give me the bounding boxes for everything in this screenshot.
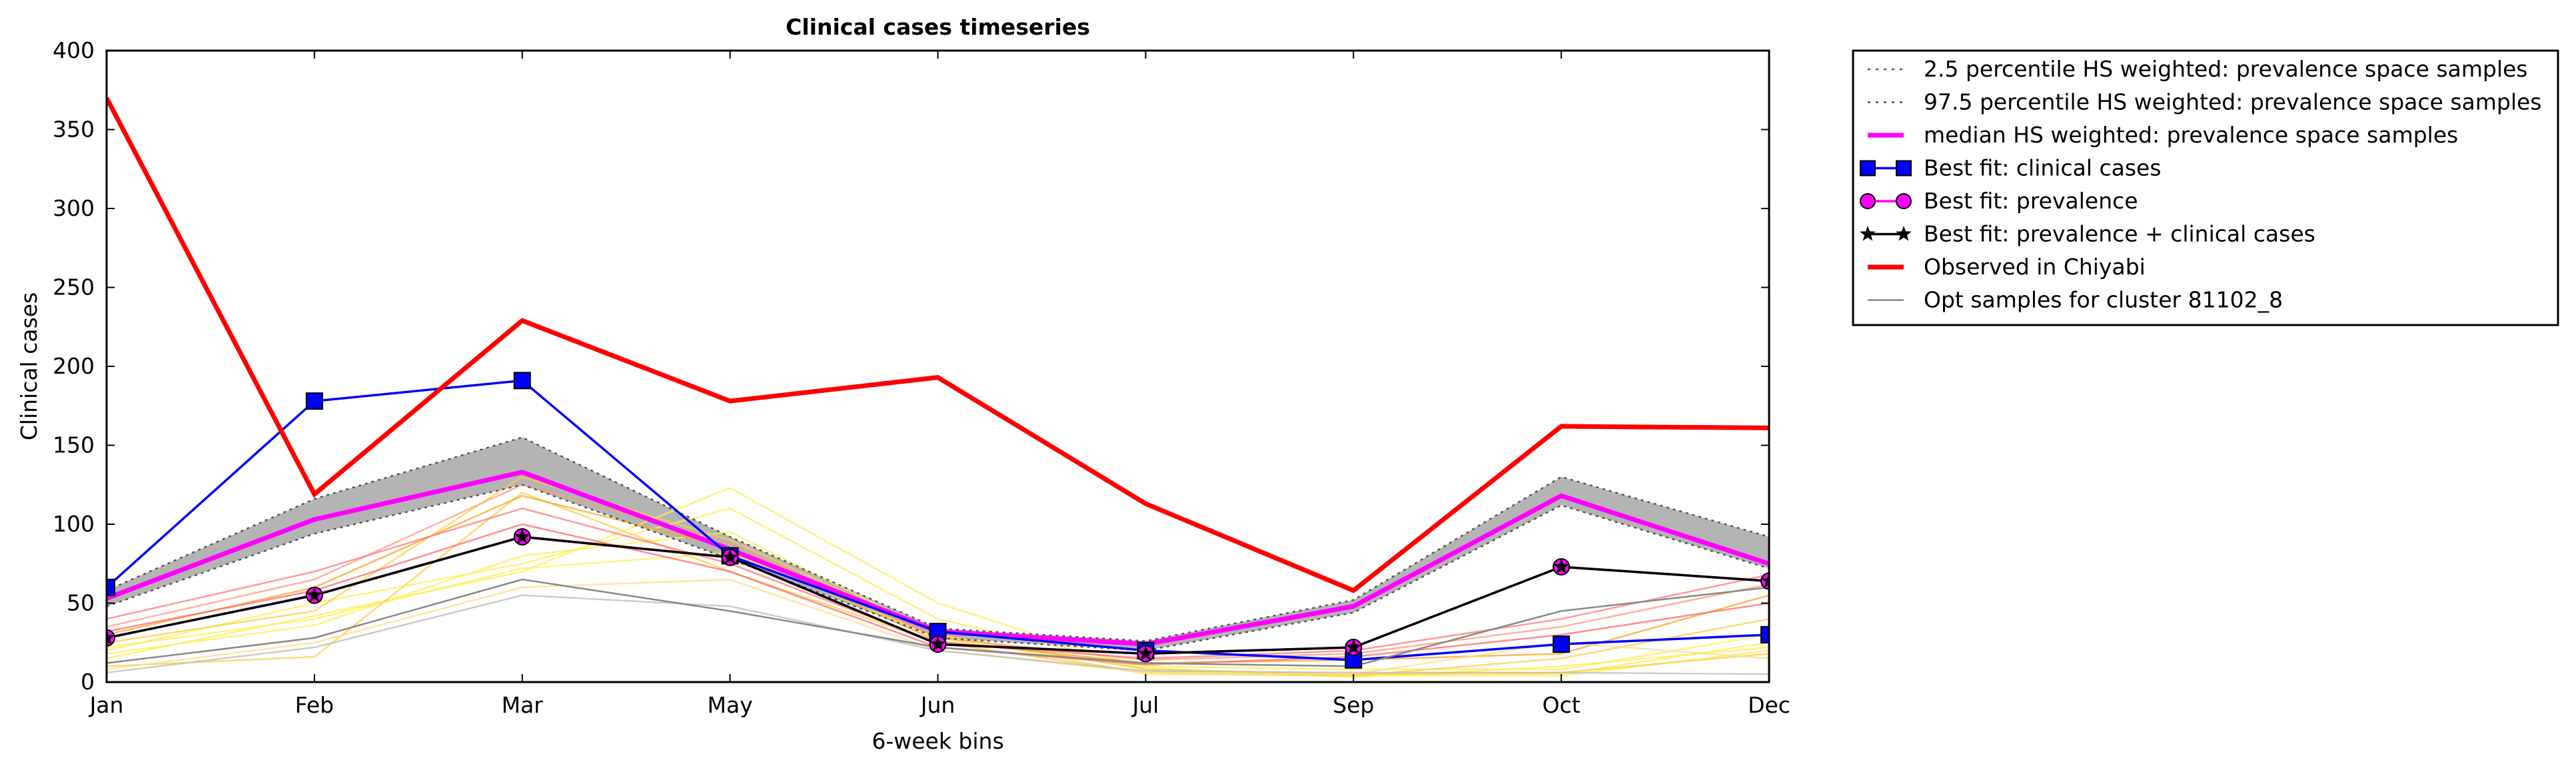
legend-label-2-5-percentile-hs-weighted-prevalence-space-samples: 2.5 percentile HS weighted: prevalence s… (1924, 56, 2528, 82)
chart-title: Clinical cases timeseries (786, 14, 1090, 40)
x-tick-label-mar: Mar (502, 692, 544, 718)
legend-label-best-fit-clinical-cases: Best fit: clinical cases (1924, 155, 2162, 181)
y-tick-label-350: 350 (53, 117, 95, 143)
plot-area (107, 97, 1769, 679)
x-tick-label-sep: Sep (1333, 692, 1374, 718)
marker-star-best-fit-prevalence-clinical-cases-7 (1553, 558, 1569, 574)
marker-star-best-fit-prevalence-clinical-cases-6 (1345, 639, 1362, 654)
legend-box (1852, 49, 2559, 326)
x-tick-label-jul: Jul (1131, 692, 1159, 718)
y-axis-label: Clinical cases (16, 292, 42, 441)
marker-star-best-fit-prevalence-clinical-cases-4 (930, 635, 946, 651)
x-tick-label-oct: Oct (1543, 692, 1581, 718)
legend-marker-best-fit-prevalence-clinical-cases-1 (1896, 226, 1912, 241)
legend-label-best-fit-prevalence: Best fit: prevalence (1924, 188, 2138, 214)
y-tick-label-100: 100 (53, 511, 95, 537)
x-tick-label-feb: Feb (295, 692, 334, 718)
legend: 2.5 percentile HS weighted: prevalence s… (1852, 49, 2559, 326)
series-markers (107, 372, 1769, 669)
y-tick-label-400: 400 (53, 37, 95, 63)
axis-ticks: 0 50 100 150 200 250 300 350 400 Jan Feb Mar May Jun J… (53, 37, 1790, 718)
marker-square-best-fit-clinical-cases-1 (305, 392, 323, 410)
legend-label-97-5-percentile-hs-weighted-prevalence-space-samples: 97.5 percentile HS weighted: prevalence … (1924, 89, 2542, 115)
y-tick-label-150: 150 (53, 432, 95, 458)
legend-marker-best-fit-prevalence-clinical-cases-0 (1860, 226, 1876, 241)
y-tick-label-0: 0 (81, 669, 95, 695)
x-tick-label-jan: Jan (89, 692, 124, 718)
marker-star-best-fit-prevalence-clinical-cases-0 (107, 629, 115, 645)
marker-square-best-fit-clinical-cases-7 (1553, 635, 1571, 653)
marker-star-best-fit-prevalence-clinical-cases-2 (514, 528, 530, 544)
legend-marker-best-fit-prevalence-0 (1860, 193, 1876, 209)
marker-square-best-fit-clinical-cases-0 (107, 578, 115, 596)
x-tick-label-may: May (708, 692, 753, 718)
legend-marker-best-fit-prevalence-1 (1896, 193, 1912, 209)
marker-star-best-fit-prevalence-clinical-cases-3 (722, 549, 738, 564)
x-axis-label: 6-week bins (872, 728, 1003, 754)
legend-label-observed-in-chiyabi: Observed in Chiyabi (1924, 254, 2146, 280)
y-tick-label-200: 200 (53, 353, 95, 379)
marker-square-best-fit-clinical-cases-2 (513, 372, 531, 390)
y-tick-label-300: 300 (53, 195, 95, 221)
x-tick-label-jun: Jun (920, 692, 956, 718)
legend-label-best-fit-prevalence-clinical-cases: Best fit: prevalence + clinical cases (1924, 221, 2315, 247)
marker-star-best-fit-prevalence-clinical-cases-1 (307, 587, 322, 602)
x-tick-label-dec: Dec (1748, 692, 1790, 718)
marker-star-best-fit-prevalence-clinical-cases-5 (1137, 645, 1154, 661)
series-line-observed-in-chiyabi (107, 97, 1769, 593)
y-tick-label-250: 250 (53, 274, 95, 300)
marker-star-best-fit-prevalence-clinical-cases-8 (1761, 572, 1769, 588)
y-tick-label-50: 50 (67, 590, 95, 616)
legend-marker-best-fit-clinical-cases-0 (1860, 160, 1876, 177)
legend-label-opt-samples-for-cluster-81102-8: Opt samples for cluster 81102_8 (1924, 287, 2283, 313)
legend-marker-best-fit-clinical-cases-1 (1896, 160, 1912, 177)
marker-square-best-fit-clinical-cases-8 (1760, 625, 1769, 643)
legend-label-median-hs-weighted-prevalence-space-samples: median HS weighted: prevalence space sam… (1924, 122, 2458, 148)
